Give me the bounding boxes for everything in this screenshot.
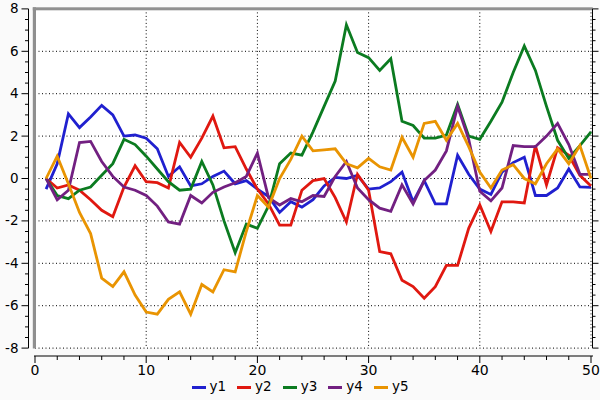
- plot-border-top: [33, 7, 593, 10]
- y-tick-label: 8: [10, 0, 19, 16]
- plot-canvas: -8 -6 -4 -2 0 2 4 6 8 0 10 20 30 40 50: [0, 0, 600, 400]
- legend-item-y5: y5: [374, 380, 409, 394]
- legend-marker-y5: [374, 386, 388, 389]
- legend-label: y5: [392, 380, 409, 394]
- y-tick-label: 6: [10, 43, 19, 59]
- legend-marker-y3: [283, 386, 297, 389]
- y-tick-label: -8: [5, 340, 18, 356]
- legend-label: y4: [346, 380, 363, 394]
- x-tick-label: 40: [471, 362, 489, 378]
- legend-label: y1: [210, 380, 227, 394]
- legend-item-y4: y4: [328, 380, 363, 394]
- legend-label: y3: [301, 380, 318, 394]
- y-tick-label: -4: [5, 255, 18, 271]
- legend-marker-y2: [237, 386, 251, 389]
- x-tick-label: 30: [360, 362, 378, 378]
- legend-item-y1: y1: [192, 380, 227, 394]
- y-tick-label: -2: [5, 212, 18, 228]
- plot-border-left: [33, 7, 36, 348]
- legend-label: y2: [255, 380, 272, 394]
- y-tick-label: -6: [5, 297, 18, 313]
- line-chart: -8 -6 -4 -2 0 2 4 6 8 0 10 20 30 40 50 y1 y2 y3 y4 y5: [0, 0, 600, 400]
- legend-item-y3: y3: [283, 380, 318, 394]
- legend-marker-y1: [192, 386, 206, 389]
- y-tick-label: 0: [10, 170, 19, 186]
- legend-marker-y4: [328, 386, 342, 389]
- x-tick-label: 0: [31, 362, 40, 378]
- legend-item-y2: y2: [237, 380, 272, 394]
- x-tick-label: 20: [248, 362, 266, 378]
- x-tick-label: 10: [137, 362, 155, 378]
- y-tick-label: 2: [10, 128, 19, 144]
- x-tick-label: 50: [582, 362, 600, 378]
- legend: y1 y2 y3 y4 y5: [0, 377, 600, 397]
- y-tick-label: 4: [10, 85, 19, 101]
